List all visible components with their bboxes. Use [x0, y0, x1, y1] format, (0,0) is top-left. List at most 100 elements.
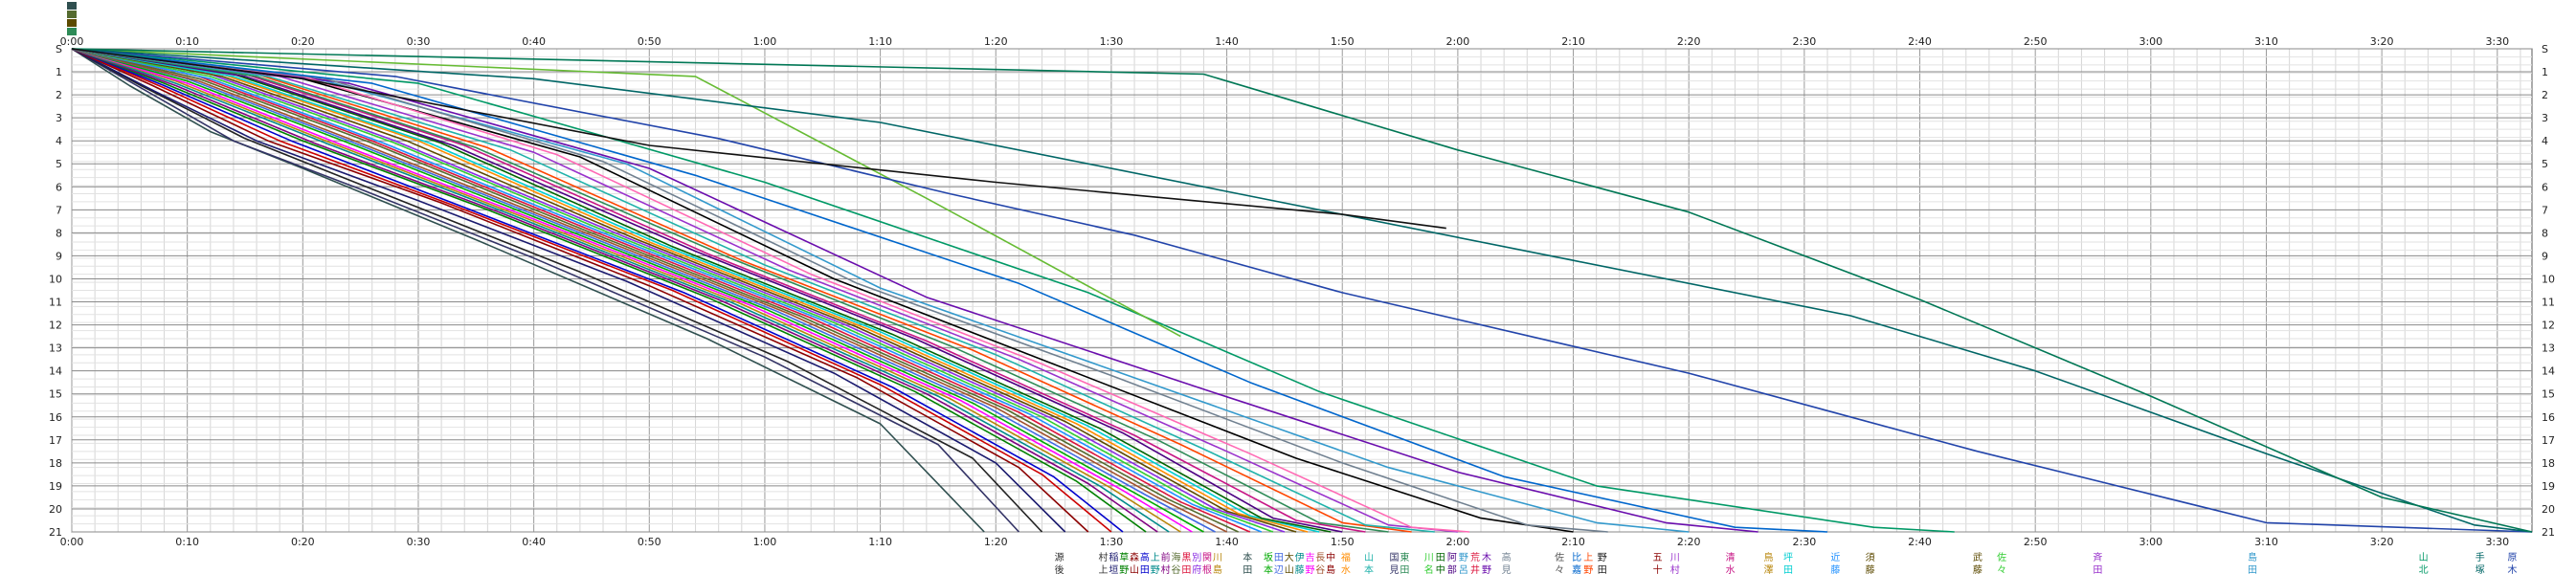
finisher-name-char: 田 [1598, 565, 1607, 574]
finisher-name-char: 野 [1151, 564, 1160, 574]
x-tick-label-top: 0:00 [60, 35, 84, 48]
x-tick-label-top: 1:30 [1100, 35, 1124, 48]
x-tick-label-bottom: 1:40 [1215, 536, 1239, 548]
finisher-name-char: 野 [1482, 564, 1491, 574]
finisher-name-char: 後 [1055, 563, 1064, 574]
series-line-3 [71, 48, 1043, 533]
row-label-right: 17 [2542, 434, 2555, 447]
row-label-left: 7 [56, 204, 62, 216]
finisher-name-char: 田 [1243, 565, 1252, 574]
series-line-39 [71, 48, 2533, 533]
row-label-left: 21 [49, 526, 62, 539]
finisher-name-char: 前 [1161, 551, 1171, 563]
finisher-name: 鳥澤貴 [1763, 551, 1773, 574]
x-tick-label-bottom: 3:30 [2485, 536, 2509, 548]
finisher-name-char: 本 [1243, 551, 1252, 563]
finisher-name-char: 田 [1436, 553, 1445, 563]
finisher-name-char: 鳥 [1763, 551, 1773, 563]
finisher-name: 草野広 [1119, 552, 1129, 574]
series-line-5 [71, 48, 1089, 533]
row-label-left: 9 [56, 250, 62, 262]
x-tick-label-bottom: 0:20 [291, 536, 315, 548]
series-line-13 [71, 48, 1204, 533]
x-tick-label-top: 2:40 [1908, 35, 1932, 48]
finisher-name-char: 上 [1583, 552, 1593, 563]
finisher-name: 山北道 [2419, 552, 2429, 574]
x-tick-label-bottom: 2:00 [1446, 536, 1470, 548]
finisher-name-char: 藤 [1866, 564, 1875, 574]
x-tick-label-top: 1:40 [1215, 35, 1239, 48]
finisher-name-char: 田 [2093, 565, 2102, 574]
finisher-name: 高田俊 [1140, 551, 1150, 574]
grid [71, 48, 2533, 533]
row-label-left: 3 [56, 112, 62, 124]
x-tick-label-bottom: 2:10 [1561, 536, 1585, 548]
row-label-left: 20 [49, 503, 62, 516]
finisher-name: 稲垣彰 [1109, 552, 1118, 574]
finisher-name-char: 垣 [1109, 564, 1118, 574]
finisher-name: 伊藤優 [1295, 552, 1305, 574]
finisher-name: 近藤友 [1830, 551, 1840, 574]
series-line-11 [71, 48, 1181, 533]
series-line-23 [71, 48, 1320, 533]
finisher-name-char: 坪 [1783, 551, 1793, 563]
finisher-name-char: 北 [2419, 564, 2429, 574]
series-line-40 [71, 48, 2533, 533]
finisher-name-char: 田 [1400, 565, 1409, 574]
finisher-name-char: 五 [1653, 553, 1663, 563]
finisher-name-char: 田 [1274, 553, 1284, 563]
row-label-right: 20 [2542, 503, 2555, 516]
x-tick-label-top: 0:10 [175, 35, 199, 48]
finisher-name-char: 比 [1572, 552, 1581, 563]
x-tick-label-bottom: 1:50 [1331, 536, 1355, 548]
finisher-names: 源後知 村上巧稲垣彰草野広森山和高田俊上野浩前村太海谷圭黒田将別府紀関根邦川島敏 本… [1055, 551, 2518, 574]
row-label-right: 4 [2542, 135, 2548, 147]
series-line-22 [71, 48, 1309, 533]
row-label-left: 14 [49, 365, 62, 378]
series-line-17 [71, 48, 1251, 533]
finisher-name: 坪田聖 [1783, 551, 1793, 574]
series-layer [71, 48, 2533, 533]
finisher-name: 源後知 [1055, 551, 1064, 574]
finisher-name: 本田貴 [1243, 551, 1252, 574]
finisher-name-char: 上 [1098, 564, 1108, 574]
finisher-name: 原木直 [2507, 552, 2517, 574]
series-line-38 [71, 48, 1181, 338]
row-label-left: 5 [56, 158, 62, 170]
finisher-name-char: 見 [1390, 564, 1400, 574]
finisher-name-char: 島 [1326, 563, 1335, 574]
finisher-name-char: 水 [1341, 564, 1351, 574]
finisher-name-char: 佐 [1555, 552, 1564, 563]
x-tick-label-top: 1:50 [1331, 35, 1355, 48]
series-line-26 [71, 48, 1366, 533]
finisher-name-char: 野 [1119, 564, 1129, 574]
finisher-name-char: 谷 [1315, 564, 1325, 574]
finisher-name-char: 川 [1670, 553, 1680, 563]
finisher-name-char: 田 [1181, 565, 1191, 574]
series-line-10 [71, 48, 1170, 533]
finisher-name-char: 本 [1364, 563, 1374, 574]
finisher-name-char: 山 [2419, 552, 2429, 563]
row-label-right: 14 [2542, 365, 2555, 378]
row-label-left: 18 [49, 457, 62, 470]
finisher-name-char: 山 [1364, 552, 1374, 563]
series-line-34 [71, 48, 1470, 533]
finisher-name: 国見和 [1390, 552, 1400, 574]
x-tick-label-bottom: 1:10 [868, 536, 892, 548]
finisher-name-char: 水 [1726, 564, 1736, 574]
finisher-name: 清水宏 [1726, 551, 1736, 574]
finisher-name-char: 別 [1192, 552, 1201, 563]
finisher-name-char: 見 [1502, 564, 1512, 574]
finisher-name-char: 木 [1482, 552, 1491, 563]
finisher-name: 長谷陽 [1315, 552, 1325, 574]
finisher-name: 川村渉 [1670, 553, 1680, 574]
finisher-name-char: 島 [1213, 563, 1222, 574]
finisher-name: 五十嵐 [1653, 553, 1663, 574]
finisher-name-char: 田 [1140, 565, 1150, 574]
finisher-name: 武藤貴 [1973, 551, 1982, 574]
finisher-name: 比嘉太 [1572, 552, 1581, 574]
x-tick-label-bottom: 3:10 [2254, 536, 2278, 548]
series-line-4 [71, 48, 1066, 533]
finisher-name: 福水亮 [1341, 551, 1351, 574]
